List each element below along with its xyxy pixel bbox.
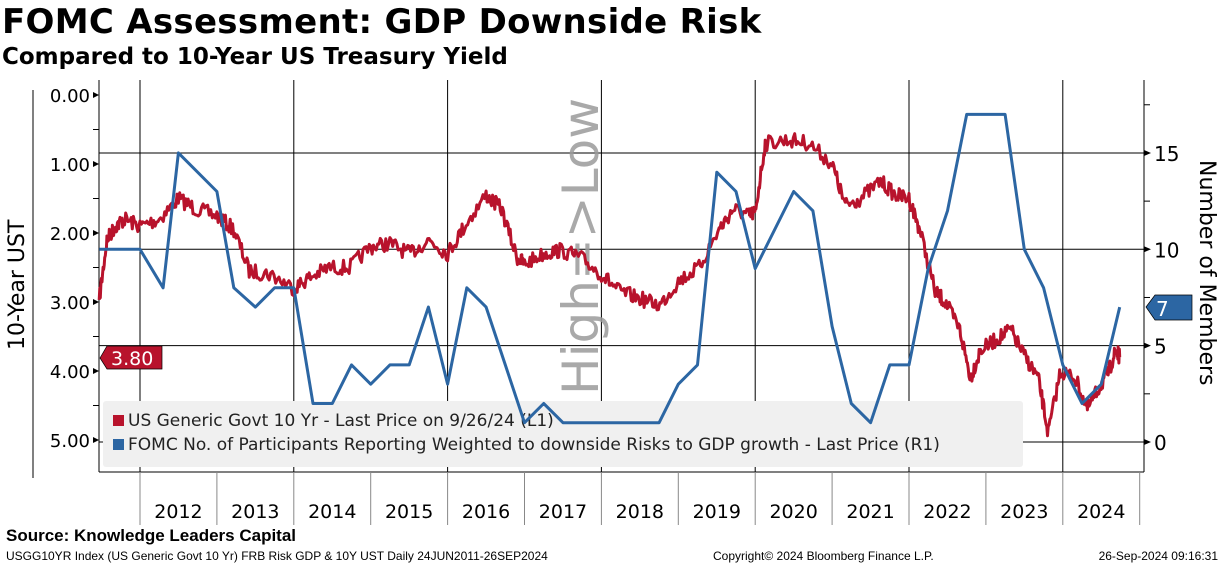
right-tick-mark [1144, 342, 1151, 349]
x-tick-label: 2017 [539, 501, 587, 523]
left-tick-label: 0.00 [50, 86, 90, 107]
x-tick-label: 2018 [616, 501, 664, 523]
legend: US Generic Govt 10 Yr - Last Price on 9/… [103, 401, 1023, 467]
right-tick-mark [1144, 246, 1151, 253]
right-tick-label: 10 [1154, 238, 1179, 262]
x-tick-label: 2024 [1077, 501, 1125, 523]
left-tick-label: 5.00 [50, 431, 90, 452]
source-note: Source: Knowledge Leaders Capital [6, 526, 297, 545]
x-tick-label: 2021 [846, 501, 894, 523]
chart-title: FOMC Assessment: GDP Downside Risk [2, 2, 762, 42]
left-tick-label: 2.00 [50, 224, 90, 245]
right-tick-label: 15 [1154, 142, 1179, 166]
last-value-right: 7 [1156, 297, 1169, 321]
left-tick-mark [93, 92, 99, 98]
left-tick-label: 1.00 [50, 155, 90, 176]
x-tick-label: 2022 [923, 501, 971, 523]
x-tick-label: 2012 [154, 501, 202, 523]
x-tick-label: 2019 [693, 501, 741, 523]
left-tick-mark [93, 368, 99, 374]
last-value-left: 3.80 [111, 348, 153, 370]
left-tick-mark [93, 437, 99, 443]
right-axis-title: Number of Members [1194, 160, 1219, 386]
left-axis-title: 10-Year UST [5, 219, 30, 350]
right-tick-mark [1144, 439, 1151, 445]
left-tick-mark [93, 161, 99, 167]
right-tick-label: 0 [1154, 431, 1167, 455]
left-tick-mark [93, 230, 99, 236]
left-tick-label: 3.00 [50, 293, 90, 314]
legend-background [103, 401, 1023, 467]
left-tick-mark [93, 299, 99, 305]
x-tick-label: 2013 [231, 501, 279, 523]
left-tick-label: 4.00 [50, 362, 90, 383]
last-value-tag-right [1145, 294, 1193, 321]
footer-copyright: Copyright© 2024 Bloomberg Finance L.P. [713, 549, 934, 563]
chart-subtitle: Compared to 10-Year US Treasury Yield [2, 44, 508, 70]
last-value-tag-left [99, 345, 163, 370]
legend-swatch [113, 415, 124, 426]
members-line [99, 112, 1122, 425]
x-tick-label: 2014 [308, 501, 356, 523]
x-tick-label: 2020 [769, 501, 817, 523]
legend-swatch [113, 439, 124, 450]
x-tick-label: 2016 [462, 501, 510, 523]
yield-line [97, 132, 1122, 438]
right-tick-mark [1144, 149, 1151, 156]
legend-label: FOMC No. of Participants Reporting Weigh… [128, 435, 940, 455]
footer-timestamp: 26-Sep-2024 09:16:31 [1098, 549, 1218, 563]
legend-label: US Generic Govt 10 Yr - Last Price on 9/… [128, 411, 554, 431]
footer-description: USGG10YR Index (US Generic Govt 10 Yr) F… [6, 549, 548, 563]
x-tick-label: 2015 [385, 501, 433, 523]
x-tick-label: 2023 [1000, 501, 1048, 523]
right-tick-label: 5 [1154, 335, 1167, 359]
